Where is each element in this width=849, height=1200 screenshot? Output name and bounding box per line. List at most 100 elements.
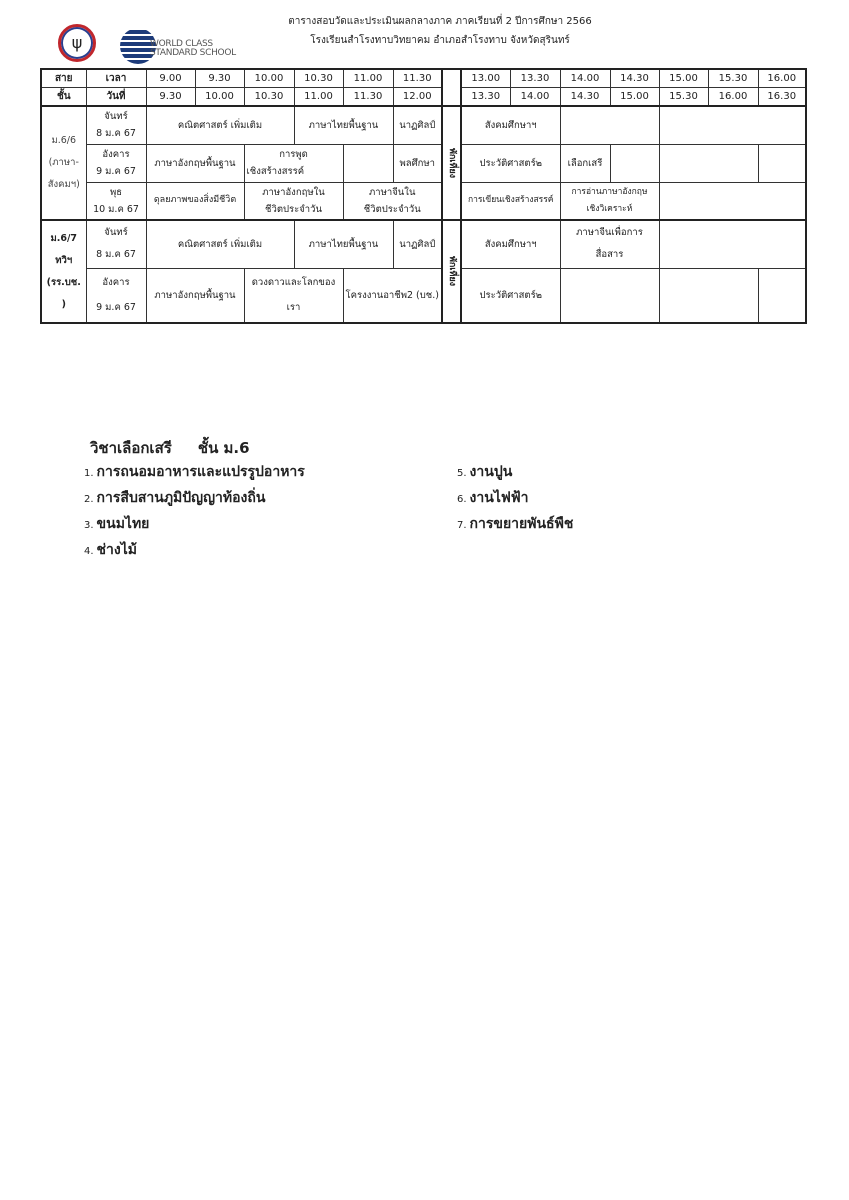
start-time: 10.00 xyxy=(243,68,295,88)
exam-cell: คณิตศาสตร์ เพิ่มเติม xyxy=(145,219,295,269)
empty-cell xyxy=(342,143,394,183)
exam-cell: ประวัติศาสตร์๒ xyxy=(460,143,561,183)
elective-item: 2. การสืบสานภูมิปัญญาท้องถิ่น xyxy=(84,487,265,509)
item-label: การขยายพันธ์พืช xyxy=(469,516,574,532)
end-time: 10.00 xyxy=(194,87,245,107)
day-date-cell: อังคาร 9 ม.ค 67 xyxy=(85,267,147,324)
class-label: ม.6/7 ทวิฯ (รร.บช. ) xyxy=(40,219,87,324)
item-number: 5. xyxy=(457,468,467,479)
date: 10 ม.ค 67 xyxy=(93,203,139,215)
exam-cell: คณิตศาสตร์ เพิ่มเติม xyxy=(145,105,295,145)
end-time: 15.30 xyxy=(658,87,709,107)
lunch-break-cell: พักเที่ยง xyxy=(441,105,462,221)
table-row: ม.6/7 ทวิฯ (รร.บช. ) จันทร์ 8 ม.ค 67 คณิต… xyxy=(40,219,807,324)
date: 8 ม.ค 67 xyxy=(96,128,136,140)
exam-line: เชิงวิเคราะห์ xyxy=(586,203,633,214)
empty-cell xyxy=(559,105,660,145)
world-class-logo-text: WORLD CLASS STANDARD SCHOOL xyxy=(150,39,236,58)
end-time: 15.00 xyxy=(609,87,660,107)
end-time: 14.00 xyxy=(509,87,561,107)
exam-line: การอ่านภาษาอังกฤษ xyxy=(571,186,648,197)
exam-line: เรา xyxy=(286,302,301,314)
item-number: 2. xyxy=(84,494,94,505)
elective-item: 5. งานปูน xyxy=(457,461,512,483)
header-row-start: สาย เวลา 9.00 9.30 10.00 10.30 11.00 11.… xyxy=(40,68,807,107)
item-number: 6. xyxy=(457,494,467,505)
start-time: 11.00 xyxy=(342,68,394,88)
start-time: 11.30 xyxy=(392,68,443,88)
elective-item: 7. การขยายพันธ์พืช xyxy=(457,513,573,535)
start-time: 15.30 xyxy=(707,68,759,88)
exam-line: ชีวิตประจำวัน xyxy=(363,203,421,215)
school-emblem-logo: ψ xyxy=(58,24,96,62)
start-time: 10.30 xyxy=(293,68,344,88)
exam-cell: นาฏศิลป์ xyxy=(392,105,443,145)
start-time: 9.00 xyxy=(145,68,196,88)
exam-schedule-table: สาย เวลา 9.00 9.30 10.00 10.30 11.00 11.… xyxy=(40,68,807,324)
exam-line: สื่อสาร xyxy=(595,249,624,261)
item-label: การสืบสานภูมิปัญญาท้องถิ่น xyxy=(96,490,266,506)
empty-cell xyxy=(757,143,807,183)
start-time: 14.00 xyxy=(559,68,611,88)
day: จันทร์ xyxy=(104,111,128,123)
date: 8 ม.ค 67 xyxy=(96,249,136,261)
elective-item: 3. ขนมไทย xyxy=(84,513,149,535)
end-time: 14.30 xyxy=(559,87,611,107)
end-time: 11.30 xyxy=(342,87,394,107)
date: 9 ม.ค 67 xyxy=(96,166,136,177)
header-class-2: ชั้น xyxy=(40,87,87,107)
date: 9 ม.ค 67 xyxy=(96,302,136,314)
item-number: 7. xyxy=(457,520,467,531)
table-row: อังคาร 9 ม.ค 67 ภาษาอังกฤษพื้นฐาน การพูด เ… xyxy=(41,143,807,183)
empty-cell xyxy=(658,267,759,324)
end-time: 11.00 xyxy=(293,87,344,107)
elective-item: 6. งานไฟฟ้า xyxy=(457,487,529,509)
exam-cell: นาฏศิลป์ xyxy=(392,219,443,269)
exam-cell: โครงงานอาชีพ2 (บช.) xyxy=(342,267,443,324)
day-date-cell: จันทร์ 8 ม.ค 67 xyxy=(85,219,147,269)
day: อังคาร xyxy=(102,149,130,160)
start-time: 16.00 xyxy=(757,68,807,88)
start-time: 13.30 xyxy=(509,68,561,88)
empty-cell xyxy=(658,143,759,183)
class-label: ม.6/6 (ภาษา- สังคมฯ) xyxy=(40,105,87,221)
item-number: 3. xyxy=(84,520,94,531)
start-time: 14.30 xyxy=(609,68,660,88)
end-time: 13.30 xyxy=(460,87,511,107)
lunch-break-cell: พักเที่ยง xyxy=(441,219,462,324)
exam-line: การพูด xyxy=(279,149,308,160)
exam-cell: เลือกเสรี xyxy=(559,143,611,183)
title-line-1: ตารางสอบวัดและประเมินผลกลางภาค ภาคเรียนท… xyxy=(288,16,592,27)
exam-cell: การเขียนเชิงสร้างสรรค์ xyxy=(460,181,561,221)
start-time: 13.00 xyxy=(460,68,511,88)
title-line-2: โรงเรียนสำโรงทาบวิทยาคม อำเภอสำโรงทาบ จั… xyxy=(310,35,570,46)
day: อังคาร xyxy=(102,277,130,289)
day: จันทร์ xyxy=(104,227,128,239)
header-break-cell xyxy=(441,68,462,107)
electives-heading: วิชาเลือกเสรี ชั้น ม.6 xyxy=(90,439,250,457)
exam-cell: ภาษาอังกฤษใน ชีวิตประจำวัน xyxy=(243,181,344,221)
exam-cell: ดวงดาวและโลกของ เรา xyxy=(243,267,344,324)
exam-cell: ภาษาจีนเพื่อการ สื่อสาร xyxy=(559,219,660,269)
exam-line: ชีวิตประจำวัน xyxy=(265,203,322,215)
exam-cell: ภาษาอังกฤษพื้นฐาน xyxy=(145,143,245,183)
table-row: พุธ 10 ม.ค 67 ดุลยภาพของสิ่งมีชีวิต ภาษาอ… xyxy=(41,181,807,221)
item-label: ขนมไทย xyxy=(96,516,150,532)
table-row: ม.6/6 (ภาษา- สังคมฯ) จันทร์ 8 ม.ค 67 คณิต… xyxy=(40,105,807,221)
end-time: 12.00 xyxy=(392,87,443,107)
end-time: 16.30 xyxy=(757,87,807,107)
end-time: 10.30 xyxy=(243,87,295,107)
header-row-end: ชั้น วันที่ 9.30 10.00 10.30 11.00 11.30… xyxy=(40,87,807,107)
empty-cell xyxy=(559,267,660,324)
elective-item: 4. ช่างไม้ xyxy=(84,539,137,561)
start-time: 15.00 xyxy=(658,68,709,88)
empty-cell xyxy=(757,267,807,324)
start-time: 9.30 xyxy=(194,68,245,88)
day-date-cell: พุธ 10 ม.ค 67 xyxy=(85,181,147,221)
empty-cell xyxy=(609,143,660,183)
world-class-globe-logo xyxy=(120,28,156,64)
exam-cell: ดุลยภาพของสิ่งมีชีวิต xyxy=(145,181,245,221)
header-date: วันที่ xyxy=(85,87,147,107)
table-row: อังคาร 9 ม.ค 67 ภาษาอังกฤษพื้นฐาน ดวงดาวแ… xyxy=(41,267,807,324)
